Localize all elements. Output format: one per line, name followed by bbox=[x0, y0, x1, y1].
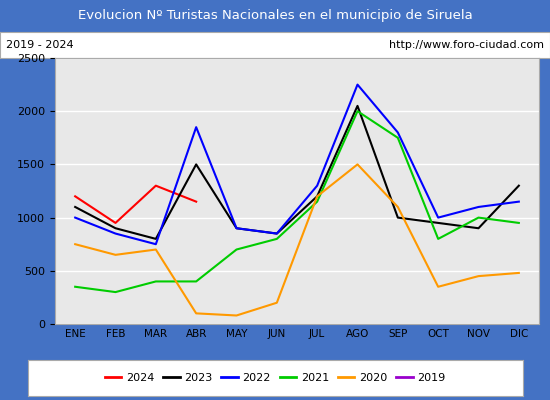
Line: 2024: 2024 bbox=[75, 186, 196, 223]
2020 bbox=[273, 300, 280, 305]
2020 bbox=[354, 162, 361, 167]
2024 bbox=[193, 199, 200, 204]
2021 bbox=[394, 135, 401, 140]
2020 bbox=[72, 242, 79, 246]
2021 bbox=[273, 236, 280, 241]
2022 bbox=[273, 231, 280, 236]
2021 bbox=[193, 279, 200, 284]
2024 bbox=[112, 220, 119, 225]
2023 bbox=[394, 215, 401, 220]
2023 bbox=[233, 226, 240, 231]
2023 bbox=[435, 220, 442, 225]
2020 bbox=[435, 284, 442, 289]
2020 bbox=[515, 270, 522, 275]
2023 bbox=[193, 162, 200, 167]
2020 bbox=[112, 252, 119, 257]
2023 bbox=[72, 204, 79, 209]
Text: Evolucion Nº Turistas Nacionales en el municipio de Siruela: Evolucion Nº Turistas Nacionales en el m… bbox=[78, 10, 472, 22]
Line: 2020: 2020 bbox=[75, 164, 519, 316]
Legend: 2024, 2023, 2022, 2021, 2020, 2019: 2024, 2023, 2022, 2021, 2020, 2019 bbox=[100, 368, 450, 388]
2022 bbox=[72, 215, 79, 220]
2021 bbox=[354, 109, 361, 114]
2021 bbox=[233, 247, 240, 252]
2022 bbox=[354, 82, 361, 87]
2020 bbox=[233, 313, 240, 318]
2022 bbox=[193, 125, 200, 130]
2020 bbox=[193, 311, 200, 316]
2023 bbox=[152, 236, 159, 241]
2022 bbox=[394, 130, 401, 135]
2021 bbox=[515, 220, 522, 225]
2024 bbox=[72, 194, 79, 199]
2021 bbox=[72, 284, 79, 289]
2023 bbox=[515, 183, 522, 188]
2022 bbox=[475, 204, 482, 209]
2024 bbox=[152, 183, 159, 188]
Line: 2023: 2023 bbox=[75, 106, 519, 239]
Text: http://www.foro-ciudad.com: http://www.foro-ciudad.com bbox=[389, 40, 544, 50]
2022 bbox=[112, 231, 119, 236]
2023 bbox=[475, 226, 482, 231]
2023 bbox=[354, 104, 361, 108]
2023 bbox=[273, 231, 280, 236]
2023 bbox=[314, 194, 321, 199]
2021 bbox=[435, 236, 442, 241]
2021 bbox=[475, 215, 482, 220]
2022 bbox=[152, 242, 159, 246]
2020 bbox=[394, 204, 401, 209]
2023 bbox=[112, 226, 119, 231]
2022 bbox=[515, 199, 522, 204]
2022 bbox=[314, 183, 321, 188]
Text: 2019 - 2024: 2019 - 2024 bbox=[6, 40, 73, 50]
Line: 2022: 2022 bbox=[75, 85, 519, 244]
2021 bbox=[152, 279, 159, 284]
2022 bbox=[435, 215, 442, 220]
2020 bbox=[314, 194, 321, 199]
2022 bbox=[233, 226, 240, 231]
Line: 2021: 2021 bbox=[75, 111, 519, 292]
2021 bbox=[314, 199, 321, 204]
2020 bbox=[475, 274, 482, 278]
2021 bbox=[112, 290, 119, 294]
2020 bbox=[152, 247, 159, 252]
